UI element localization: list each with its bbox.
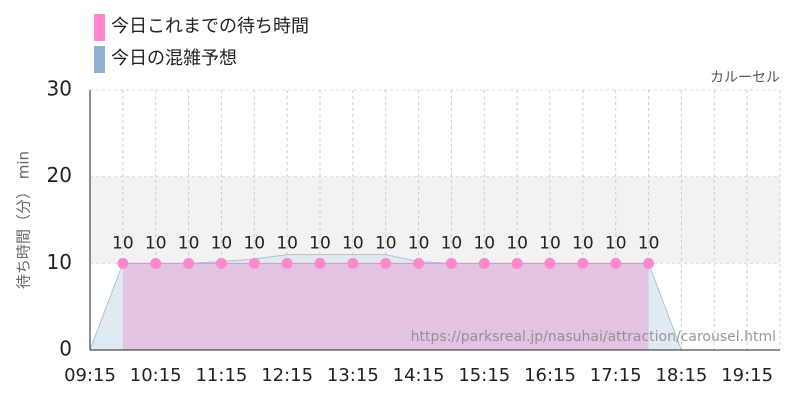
point	[478, 257, 490, 269]
value-label: 10	[539, 233, 561, 253]
legend-swatch	[94, 46, 105, 73]
value-label: 10	[145, 233, 167, 253]
value-label: 10	[178, 233, 200, 253]
point	[413, 257, 425, 269]
x-tick-label: 19:15	[721, 365, 773, 386]
point	[610, 257, 622, 269]
x-tick-label: 13:15	[327, 365, 379, 386]
value-label: 10	[605, 233, 627, 253]
y-tick-label: 20	[47, 163, 72, 187]
point	[577, 257, 589, 269]
value-label: 10	[309, 233, 331, 253]
x-tick-label: 17:15	[590, 365, 642, 386]
band	[90, 176, 780, 264]
x-tick-label: 15:15	[458, 365, 510, 386]
x-tick-label: 18:15	[655, 365, 707, 386]
point	[347, 257, 359, 269]
y-tick-label: 30	[47, 77, 72, 101]
x-tick-label: 12:15	[261, 365, 313, 386]
value-label: 10	[473, 233, 495, 253]
point	[380, 257, 392, 269]
point	[511, 257, 523, 269]
x-tick-label: 11:15	[195, 365, 247, 386]
point	[248, 257, 260, 269]
point	[150, 257, 162, 269]
y-tick-label: 10	[47, 250, 72, 274]
legend-label: 今日の混雑予想	[111, 48, 237, 69]
point	[183, 257, 195, 269]
y-tick-label: 0	[59, 337, 72, 361]
legend-swatch	[94, 14, 105, 41]
point	[314, 257, 326, 269]
area	[122, 263, 649, 350]
value-label: 10	[276, 233, 298, 253]
point	[281, 257, 293, 269]
value-label: 10	[506, 233, 528, 253]
watermark: https://parksreal.jp/nasuhai/attraction/…	[411, 329, 776, 345]
x-tick-label: 14:15	[393, 365, 445, 386]
value-label: 10	[112, 233, 134, 253]
point	[445, 257, 457, 269]
value-label: 10	[638, 233, 660, 253]
value-label: 10	[375, 233, 397, 253]
x-tick-label: 09:15	[64, 365, 116, 386]
x-tick-label: 16:15	[524, 365, 576, 386]
point	[117, 257, 129, 269]
value-label: 10	[211, 233, 233, 253]
value-label: 10	[342, 233, 364, 253]
legend-label: 今日これまでの待ち時間	[111, 16, 309, 37]
value-label: 10	[408, 233, 430, 253]
x-tick-label: 10:15	[130, 365, 182, 386]
point	[215, 257, 227, 269]
value-label: 10	[243, 233, 265, 253]
point	[643, 257, 655, 269]
area-line	[89, 254, 780, 351]
value-label: 10	[572, 233, 594, 253]
value-label: 10	[441, 233, 463, 253]
point	[544, 257, 556, 269]
y-axis-label: 待ち時間（分） min	[15, 151, 33, 289]
annotation: カルーセル	[710, 70, 780, 86]
